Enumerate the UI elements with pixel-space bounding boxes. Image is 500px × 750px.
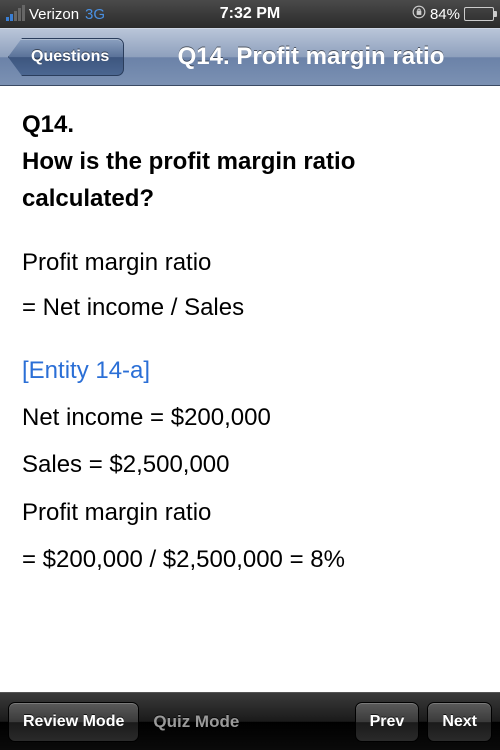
network-label: 3G bbox=[85, 6, 105, 23]
next-button[interactable]: Next bbox=[427, 702, 492, 742]
signal-bars-icon bbox=[6, 7, 25, 21]
lock-icon bbox=[412, 5, 426, 23]
bottom-toolbar: Review Mode Quiz Mode Prev Next bbox=[0, 692, 500, 750]
quiz-mode-label: Quiz Mode bbox=[147, 712, 245, 732]
next-button-label: Next bbox=[442, 713, 477, 731]
entity-link[interactable]: [Entity 14-a] bbox=[22, 352, 478, 389]
question-number: Q14. bbox=[22, 106, 478, 143]
status-time: 7:32 PM bbox=[220, 5, 280, 23]
example-line-4: = $200,000 / $2,500,000 = 8% bbox=[22, 541, 478, 578]
status-left: Verizon 3G bbox=[6, 6, 105, 23]
formula-equation: = Net income / Sales bbox=[22, 289, 478, 326]
example-line-3: Profit margin ratio bbox=[22, 494, 478, 531]
carrier-label: Verizon bbox=[29, 6, 79, 23]
prev-button[interactable]: Prev bbox=[355, 702, 420, 742]
back-button[interactable]: Questions bbox=[8, 38, 124, 76]
review-mode-label: Review Mode bbox=[23, 713, 124, 731]
example-line-2: Sales = $2,500,000 bbox=[22, 446, 478, 483]
nav-title: Q14. Profit margin ratio bbox=[130, 43, 492, 71]
status-right: 84% bbox=[412, 5, 494, 23]
status-bar: Verizon 3G 7:32 PM 84% bbox=[0, 0, 500, 28]
formula-label: Profit margin ratio bbox=[22, 244, 478, 281]
prev-button-label: Prev bbox=[370, 713, 405, 731]
content-area[interactable]: Q14. How is the profit margin ratio calc… bbox=[0, 86, 500, 692]
back-button-label: Questions bbox=[31, 48, 109, 66]
example-line-1: Net income = $200,000 bbox=[22, 399, 478, 436]
question-text: How is the profit margin ratio calculate… bbox=[22, 143, 478, 217]
nav-bar: Questions Q14. Profit margin ratio bbox=[0, 28, 500, 86]
battery-percent: 84% bbox=[430, 6, 460, 23]
review-mode-button[interactable]: Review Mode bbox=[8, 702, 139, 742]
battery-icon bbox=[464, 7, 494, 21]
